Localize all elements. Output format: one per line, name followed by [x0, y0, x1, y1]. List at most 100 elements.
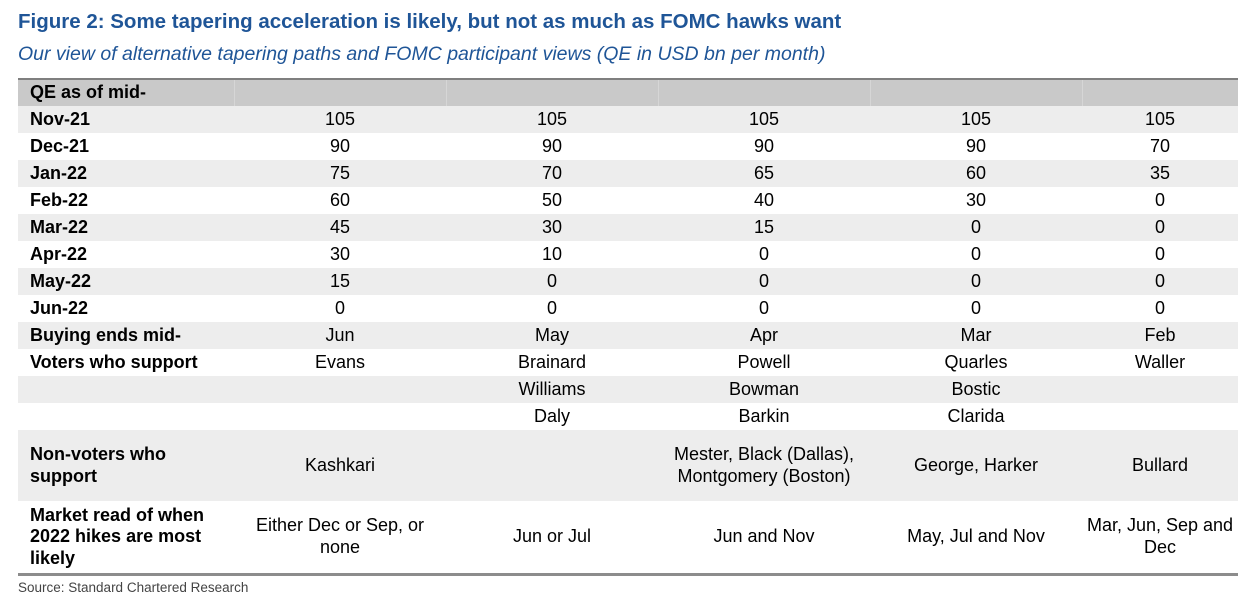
table-cell: Clarida [947, 405, 1005, 426]
row-label [18, 403, 234, 430]
table-cell: 0 [1082, 268, 1238, 295]
row-label: Apr-22 [30, 243, 88, 264]
row-label: Jun-22 [30, 297, 89, 318]
table-cell: Daly [533, 405, 570, 426]
table-cell: 40 [753, 189, 775, 210]
table-row: Mar-22 45 30 15 0 0 [18, 214, 1238, 241]
table-cell: Apr [658, 322, 870, 349]
table-cell: 75 [234, 160, 446, 187]
row-label: May-22 [18, 268, 234, 295]
table-cell: 0 [758, 243, 769, 264]
table-cell: 35 [1082, 160, 1238, 187]
table-cell: 0 [1154, 297, 1165, 318]
table-cell [1082, 376, 1238, 403]
table-cell: 0 [446, 268, 658, 295]
table-cell: 70 [446, 160, 658, 187]
header-label: QE as of mid- [18, 78, 234, 106]
table-cell: Waller [1134, 351, 1186, 372]
table-cell: 105 [658, 106, 870, 133]
table-row: Jun-22 0 0 0 0 0 [18, 295, 1238, 322]
header-cell [445, 78, 658, 106]
table-cell: Jun and Nov [658, 501, 870, 576]
row-label: Nov-21 [18, 106, 234, 133]
table-row: Dec-21 90 90 90 90 70 [18, 133, 1238, 160]
table-row: Apr-22 30 10 0 0 0 [18, 241, 1238, 268]
table-cell: 30 [329, 243, 351, 264]
table-cell: 0 [970, 297, 981, 318]
table-row: Daly Barkin Clarida [18, 403, 1238, 430]
table-cell: Jun or Jul [446, 501, 658, 576]
table-cell: 0 [758, 297, 769, 318]
row-label: Mar-22 [18, 214, 234, 241]
table-row: Williams Bowman Bostic [18, 376, 1238, 403]
table-row: Market read of when 2022 hikes are most … [18, 501, 1238, 576]
table-cell: Jun [234, 322, 446, 349]
table-cell: 30 [446, 214, 658, 241]
table-cell: 10 [541, 243, 563, 264]
table-cell: 0 [1082, 214, 1238, 241]
table-cell: 105 [446, 106, 658, 133]
table-row: Jan-22 75 70 65 60 35 [18, 160, 1238, 187]
table-cell [446, 430, 658, 501]
header-cell [869, 78, 1082, 106]
table-cell: Mar, Jun, Sep and Dec [1082, 501, 1238, 576]
table-row: Voters who support Evans Brainard Powell… [18, 349, 1238, 376]
row-label: Jan-22 [18, 160, 234, 187]
table-cell: Barkin [738, 405, 790, 426]
table-row: May-22 15 0 0 0 0 [18, 268, 1238, 295]
table-cell: May [446, 322, 658, 349]
table-cell: Quarles [944, 351, 1008, 372]
table-cell: Evans [314, 351, 366, 372]
header-cell [1081, 78, 1238, 106]
table-cell: Brainard [517, 351, 587, 372]
source-note: Source: Standard Chartered Research [18, 580, 249, 595]
table-cell: 50 [541, 189, 563, 210]
table-cell: 0 [870, 268, 1082, 295]
table-cell: 90 [753, 135, 775, 156]
table-cell: 0 [870, 214, 1082, 241]
table-cell: 0 [658, 268, 870, 295]
table-cell: Williams [446, 376, 658, 403]
table-row: Feb-22 60 50 40 30 0 [18, 187, 1238, 214]
row-label: Market read of when 2022 hikes are most … [18, 501, 234, 576]
tapering-table: QE as of mid- Nov-21 105 105 105 105 105… [18, 78, 1238, 576]
table-cell: Mar [870, 322, 1082, 349]
table-cell: 15 [658, 214, 870, 241]
row-label: Feb-22 [30, 189, 89, 210]
header-cell [657, 78, 870, 106]
table-header-row: QE as of mid- [18, 78, 1238, 106]
row-label [18, 376, 234, 403]
table-cell: 0 [546, 297, 557, 318]
table-cell: 65 [658, 160, 870, 187]
table-cell [234, 403, 446, 430]
table-cell: Mester, Black (Dallas), Montgomery (Bost… [658, 430, 870, 501]
row-label: Dec-21 [30, 135, 90, 156]
table-cell: 0 [1154, 243, 1165, 264]
table-cell: 30 [965, 189, 987, 210]
table-cell: 0 [1154, 189, 1165, 210]
table-cell: 60 [329, 189, 351, 210]
table-cell: Kashkari [234, 430, 446, 501]
table-cell: George, Harker [870, 430, 1082, 501]
table-cell: 105 [1082, 106, 1238, 133]
table-cell: Either Dec or Sep, or none [234, 501, 446, 576]
row-label: Non-voters who support [18, 430, 234, 501]
table-row: Nov-21 105 105 105 105 105 [18, 106, 1238, 133]
table-cell: 70 [1149, 135, 1171, 156]
table-cell: 45 [234, 214, 446, 241]
row-label: Voters who support [30, 351, 198, 372]
table-cell [234, 376, 446, 403]
table-cell: 90 [329, 135, 351, 156]
table-row: Non-voters who support Kashkari Mester, … [18, 430, 1238, 501]
table-cell: 90 [965, 135, 987, 156]
table-cell: Bullard [1082, 430, 1238, 501]
table-cell: 15 [234, 268, 446, 295]
table-cell: May, Jul and Nov [870, 501, 1082, 576]
table-cell: 90 [541, 135, 563, 156]
table-cell: Feb [1082, 322, 1238, 349]
figure-subtitle: Our view of alternative tapering paths a… [18, 43, 826, 65]
row-label: Buying ends mid- [18, 322, 234, 349]
table-cell: Bostic [870, 376, 1082, 403]
header-cell [233, 78, 446, 106]
table-cell: 105 [870, 106, 1082, 133]
